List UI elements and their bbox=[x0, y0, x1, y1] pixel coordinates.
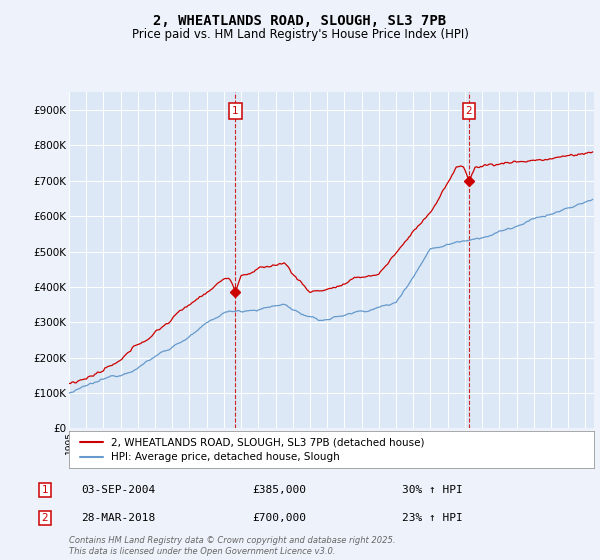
Text: Contains HM Land Registry data © Crown copyright and database right 2025.
This d: Contains HM Land Registry data © Crown c… bbox=[69, 536, 395, 556]
Text: £700,000: £700,000 bbox=[252, 513, 306, 523]
Text: 03-SEP-2004: 03-SEP-2004 bbox=[81, 485, 155, 495]
Text: 23% ↑ HPI: 23% ↑ HPI bbox=[402, 513, 463, 523]
Text: 2, WHEATLANDS ROAD, SLOUGH, SL3 7PB (detached house): 2, WHEATLANDS ROAD, SLOUGH, SL3 7PB (det… bbox=[111, 437, 425, 447]
Text: 2: 2 bbox=[41, 513, 49, 523]
Text: 30% ↑ HPI: 30% ↑ HPI bbox=[402, 485, 463, 495]
Text: 1: 1 bbox=[232, 106, 239, 116]
Text: Price paid vs. HM Land Registry's House Price Index (HPI): Price paid vs. HM Land Registry's House … bbox=[131, 28, 469, 41]
Text: HPI: Average price, detached house, Slough: HPI: Average price, detached house, Slou… bbox=[111, 452, 340, 463]
Text: 2, WHEATLANDS ROAD, SLOUGH, SL3 7PB: 2, WHEATLANDS ROAD, SLOUGH, SL3 7PB bbox=[154, 14, 446, 28]
Text: 28-MAR-2018: 28-MAR-2018 bbox=[81, 513, 155, 523]
Text: £385,000: £385,000 bbox=[252, 485, 306, 495]
Text: 1: 1 bbox=[41, 485, 49, 495]
Text: 2: 2 bbox=[466, 106, 472, 116]
